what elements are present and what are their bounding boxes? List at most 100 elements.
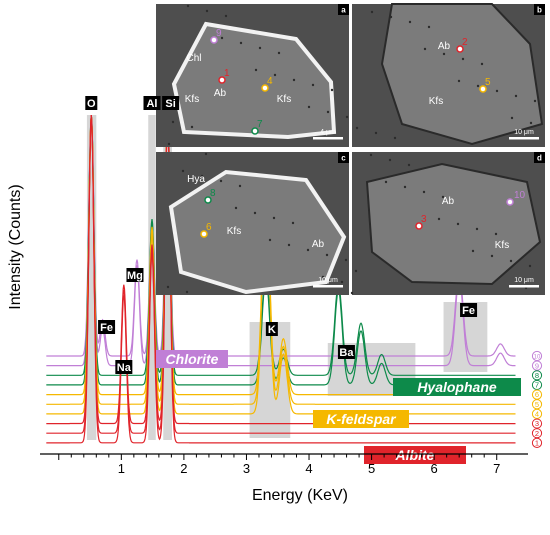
texture-speck — [369, 153, 373, 157]
series-label-7: 7 — [535, 381, 539, 390]
texture-speck — [306, 248, 310, 252]
mineral-box-albite — [364, 446, 466, 464]
texture-speck — [510, 116, 514, 120]
texture-speck — [461, 57, 465, 61]
band-al — [148, 115, 156, 440]
x-tick-label-1: 1 — [118, 461, 125, 476]
series-label-10: 10 — [534, 355, 541, 361]
series-label-9: 9 — [535, 361, 539, 370]
series-label-5: 5 — [535, 400, 539, 409]
y-axis-title: Intensity (Counts) — [7, 184, 24, 309]
scale-bar — [509, 285, 539, 288]
mineral-abbrev-chl: Chl — [186, 53, 201, 64]
mineral-abbrev-kfs: Kfs — [495, 240, 509, 251]
texture-speck — [224, 14, 228, 18]
texture-speck — [345, 115, 349, 119]
band-o — [86, 115, 97, 440]
texture-speck — [186, 4, 190, 8]
scale-bar — [313, 137, 343, 140]
texture-speck — [200, 174, 204, 178]
spectrum-5 — [46, 114, 516, 405]
texture-speck — [185, 290, 189, 294]
texture-speck — [167, 142, 171, 146]
analysis-point-label-4: 4 — [267, 76, 273, 87]
texture-speck — [509, 259, 513, 263]
micrograph-b: b 10 μm Ab Kfs 2 5 — [352, 3, 545, 147]
texture-speck — [490, 254, 494, 258]
mineral-label-kfeldspar: K-feldspar — [326, 411, 397, 427]
mineral-abbrev-ab: Ab — [312, 239, 325, 250]
texture-speck — [388, 158, 392, 162]
texture-speck — [292, 78, 296, 82]
analysis-point-10 — [506, 198, 514, 206]
series-label-8: 8 — [535, 371, 539, 380]
texture-speck — [330, 88, 334, 92]
texture-speck — [238, 184, 242, 188]
element-tag-o-0 — [85, 96, 98, 110]
element-tag-si-5 — [162, 96, 180, 110]
analysis-point-5 — [479, 85, 487, 93]
texture-speck — [287, 243, 291, 247]
element-tag-text-1: Fe — [100, 322, 113, 334]
mineral-grain — [171, 21, 337, 140]
texture-speck — [311, 83, 315, 87]
texture-speck — [442, 52, 446, 56]
x-tick-label-7: 7 — [493, 461, 500, 476]
texture-speck — [514, 94, 518, 98]
texture-speck — [219, 179, 223, 183]
mineral-label-chlorite: Chlorite — [166, 351, 219, 367]
panel-letter-box — [534, 152, 545, 163]
texture-speck — [370, 10, 374, 14]
texture-speck — [475, 227, 479, 231]
mineral-label-albite: Albite — [395, 447, 435, 463]
element-tag-text-5: Si — [165, 98, 175, 110]
element-tag-mg-3 — [126, 268, 144, 282]
texture-speck — [239, 41, 243, 45]
spectrum-4 — [46, 114, 516, 415]
analysis-point-label-7: 7 — [257, 119, 263, 130]
texture-speck — [389, 15, 393, 19]
texture-speck — [291, 221, 295, 225]
micrograph-a: a 4 μm Chl Ab Kfs Kfs 9 1 4 7 — [156, 4, 349, 147]
texture-speck — [220, 36, 224, 40]
x-tick-label-2: 2 — [180, 461, 187, 476]
texture-speck — [408, 20, 412, 24]
mineral-grain — [365, 162, 542, 286]
series-label-3: 3 — [535, 419, 539, 428]
analysis-point-7 — [251, 127, 259, 135]
texture-speck — [528, 264, 532, 268]
analysis-point-label-3: 3 — [421, 214, 427, 225]
x-tick-label-3: 3 — [243, 461, 250, 476]
panel-letter: b — [537, 6, 542, 15]
panel-letter-box — [338, 4, 349, 15]
texture-speck — [344, 258, 348, 262]
texture-speck — [307, 105, 311, 109]
spectrum-2 — [46, 114, 516, 434]
analysis-point-label-10: 10 — [514, 190, 526, 201]
series-label-2: 2 — [535, 429, 539, 438]
texture-speck — [476, 84, 480, 88]
texture-speck — [422, 190, 426, 194]
texture-speck — [494, 232, 498, 236]
element-tag-text-8: Fe — [462, 305, 475, 317]
mineral-box-hyalophane — [393, 378, 521, 396]
x-axis-title: Energy (KeV) — [252, 487, 348, 504]
texture-speck — [340, 280, 344, 284]
texture-speck — [495, 89, 499, 93]
texture-speck — [273, 73, 277, 77]
mineral-grain — [168, 169, 347, 295]
texture-speck — [384, 180, 388, 184]
texture-speck — [258, 46, 262, 50]
texture-speck — [471, 249, 475, 253]
texture-speck — [166, 285, 170, 289]
texture-speck — [272, 216, 276, 220]
micrograph-panels: a 4 μm Chl Ab Kfs Kfs 9 1 4 7 b 10 μm Ab Kfs 2 5 c 10 μm H… — [156, 3, 545, 295]
element-tag-al-4 — [143, 96, 161, 110]
texture-speck — [437, 217, 441, 221]
mineral-label-hyalophane: Hyalophane — [417, 379, 497, 395]
x-tick-label-5: 5 — [368, 461, 375, 476]
scale-bar-label: 10 μm — [514, 129, 534, 136]
texture-speck — [441, 195, 445, 199]
mineral-abbrev-ab: Ab — [214, 88, 227, 99]
